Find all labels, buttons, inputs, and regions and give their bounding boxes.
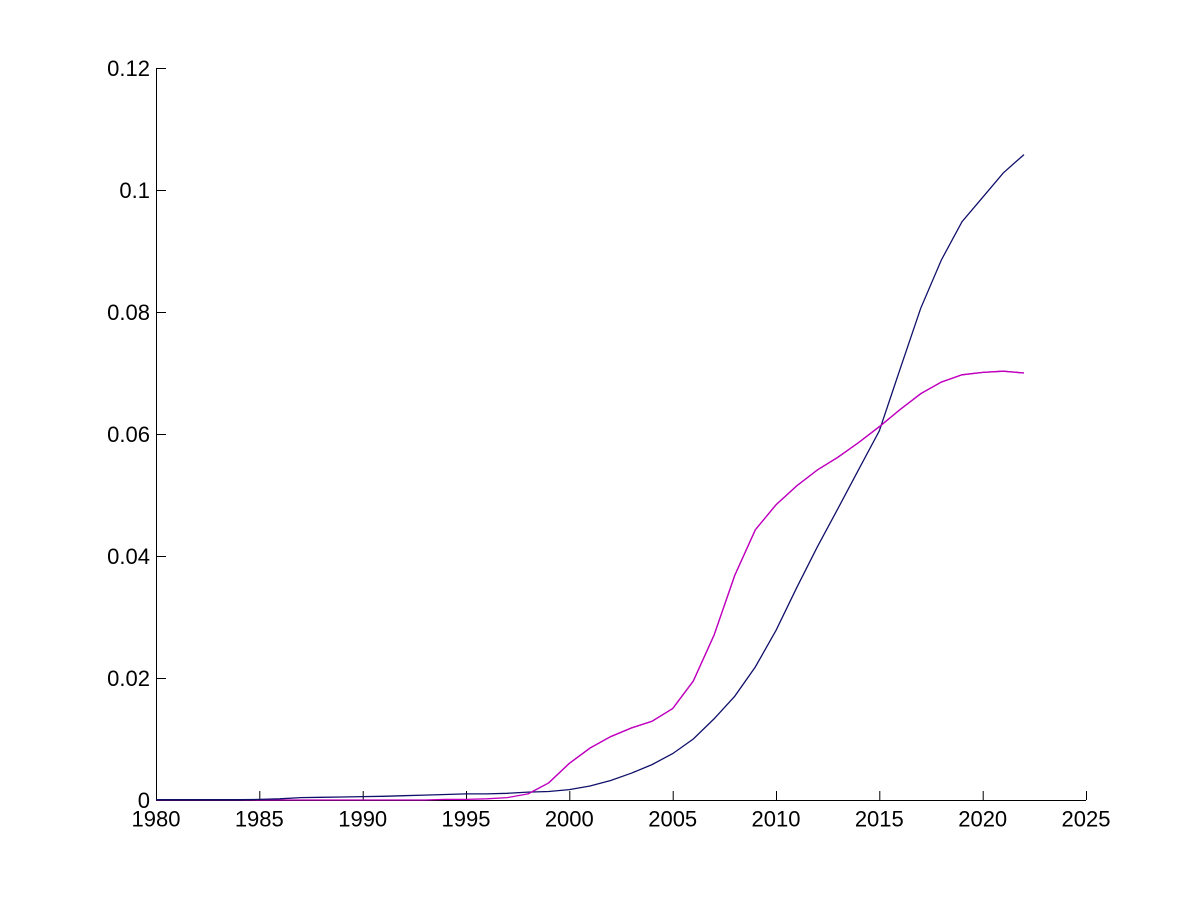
svg-text:0.12: 0.12 [107, 56, 150, 81]
svg-text:0.02: 0.02 [107, 666, 150, 691]
svg-text:2025: 2025 [1062, 807, 1111, 832]
svg-text:0.08: 0.08 [107, 300, 150, 325]
svg-text:2020: 2020 [958, 807, 1007, 832]
svg-text:2015: 2015 [855, 807, 904, 832]
svg-text:0: 0 [138, 788, 150, 813]
svg-text:1985: 1985 [235, 807, 284, 832]
svg-text:0.06: 0.06 [107, 422, 150, 447]
svg-text:1990: 1990 [338, 807, 387, 832]
svg-text:0.04: 0.04 [107, 544, 150, 569]
svg-text:1995: 1995 [442, 807, 491, 832]
svg-text:1980: 1980 [132, 807, 181, 832]
svg-text:2000: 2000 [545, 807, 594, 832]
svg-text:0.1: 0.1 [119, 178, 150, 203]
svg-text:2005: 2005 [648, 807, 697, 832]
svg-text:2010: 2010 [752, 807, 801, 832]
